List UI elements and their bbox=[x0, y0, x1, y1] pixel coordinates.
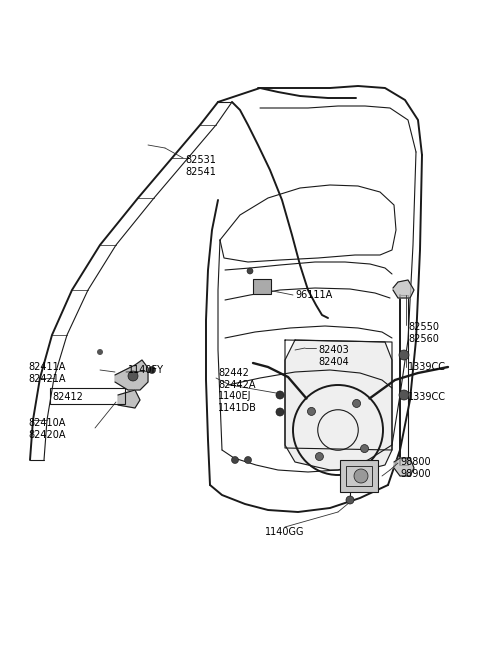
Text: 82531
82541: 82531 82541 bbox=[185, 155, 216, 177]
Polygon shape bbox=[285, 340, 392, 470]
Circle shape bbox=[354, 469, 368, 483]
Circle shape bbox=[97, 349, 103, 355]
Bar bbox=[253, 279, 271, 294]
Text: 1339CC: 1339CC bbox=[408, 392, 446, 402]
Text: 1339CC: 1339CC bbox=[408, 362, 446, 372]
Circle shape bbox=[276, 408, 284, 416]
Text: 82411A
82421A: 82411A 82421A bbox=[28, 362, 65, 384]
Circle shape bbox=[353, 400, 360, 407]
Text: 82412: 82412 bbox=[52, 392, 83, 402]
Circle shape bbox=[276, 391, 284, 399]
Text: 1140FY: 1140FY bbox=[128, 365, 164, 375]
Text: 98800
98900: 98800 98900 bbox=[400, 457, 431, 479]
Polygon shape bbox=[393, 280, 414, 298]
Text: 96111A: 96111A bbox=[295, 290, 332, 300]
Circle shape bbox=[231, 457, 239, 464]
Text: 1140GG: 1140GG bbox=[265, 527, 305, 537]
Text: 82550
82560: 82550 82560 bbox=[408, 322, 439, 344]
Bar bbox=[340, 460, 378, 492]
Circle shape bbox=[315, 453, 324, 460]
Bar bbox=[346, 466, 372, 486]
Circle shape bbox=[399, 390, 409, 400]
Circle shape bbox=[346, 496, 354, 504]
Circle shape bbox=[148, 367, 156, 373]
Polygon shape bbox=[394, 458, 414, 476]
Circle shape bbox=[360, 445, 369, 453]
Circle shape bbox=[128, 371, 138, 381]
Text: 82410A
82420A: 82410A 82420A bbox=[28, 418, 65, 440]
Polygon shape bbox=[115, 360, 148, 390]
Text: 82403
82404: 82403 82404 bbox=[318, 345, 349, 367]
Circle shape bbox=[244, 457, 252, 464]
Circle shape bbox=[247, 268, 253, 274]
Circle shape bbox=[399, 350, 409, 360]
Bar bbox=[50, 388, 125, 404]
Polygon shape bbox=[118, 390, 140, 408]
Text: 82442
82442A
1140EJ
1141DB: 82442 82442A 1140EJ 1141DB bbox=[218, 368, 257, 413]
Circle shape bbox=[308, 407, 315, 415]
